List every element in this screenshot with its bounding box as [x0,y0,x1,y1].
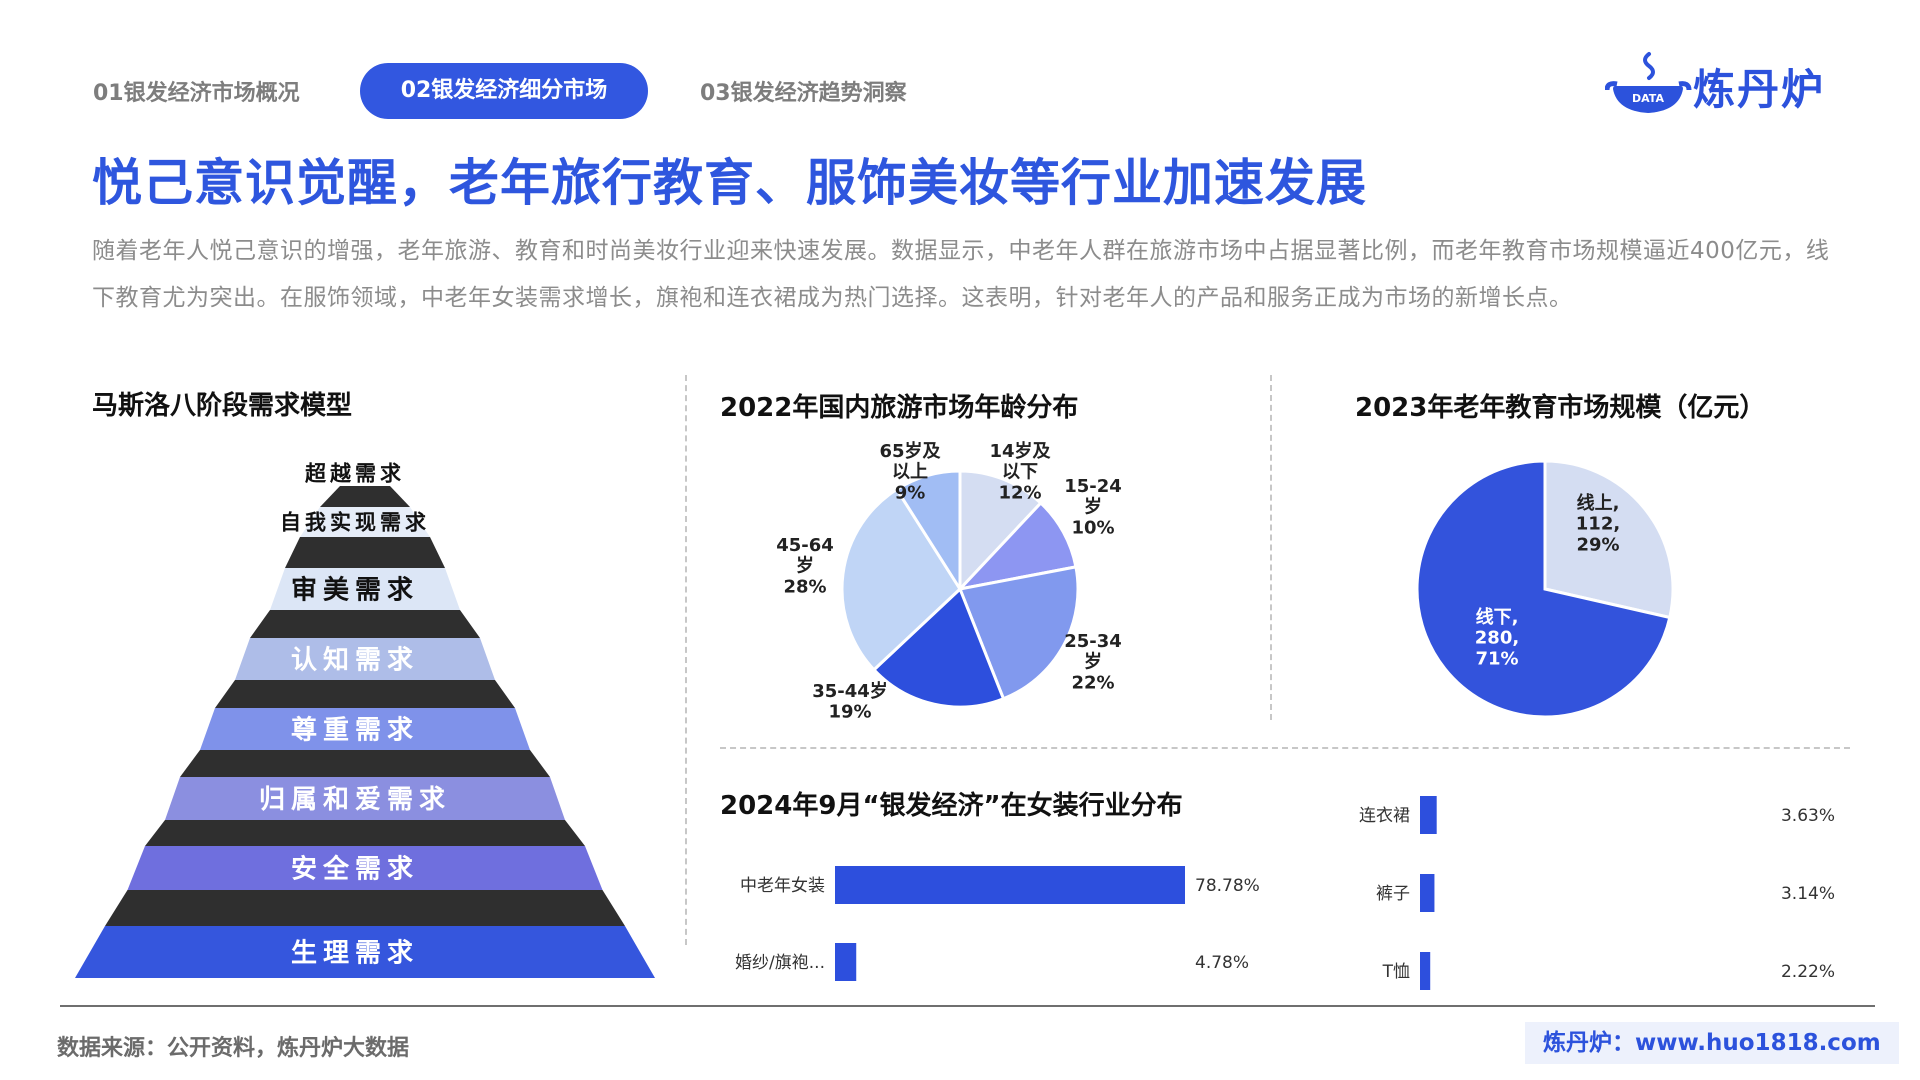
data-source: 数据来源：公开资料，炼丹炉大数据 [57,1036,410,1061]
pyramid-level-label: 尊重需求 [291,714,419,745]
pyramid-connector [180,750,550,777]
bar-value-label: 3.63% [1781,806,1835,826]
pyramid-level-label: 生理需求 [291,938,419,968]
pie-label: 岁 [1084,651,1102,673]
pyramid-level-label: 归属和爱需求 [259,785,451,815]
tab-trend-insight[interactable]: 03银发经济趋势洞察 [700,81,907,106]
pie-label: 线下, [1476,606,1519,628]
pie-label: 112, [1576,514,1620,535]
pyramid-level-label: 自我实现需求 [280,511,430,535]
pie-label: 71% [1475,648,1518,669]
pyramid-level [200,708,530,750]
pyramid-level [127,846,603,890]
pie-slice [1543,459,1675,620]
pie-label: 岁 [1084,496,1102,518]
pie-label: 45-64 [776,535,834,556]
pyramid-level-label: 审美需求 [291,574,419,605]
bar-category-label: 婚纱/旗袍... [735,953,825,973]
intro-paragraph: 随着老年人悦己意识的增强，老年旅游、教育和时尚美妆行业迎来快速发展。数据显示，中… [92,238,1830,311]
pyramid-level [165,777,565,820]
bar [835,866,1185,904]
bar-category-label: 中老年女装 [740,876,825,896]
tab-segment-market[interactable]: 02银发经济细分市场 [360,63,648,119]
svg-text:DATA: DATA [1632,92,1664,105]
pie-label: 以下 [1002,462,1038,483]
pie-label: 22% [1071,672,1114,693]
pie-label: 35-44岁 [812,680,888,702]
pyramid-level-label: 认知需求 [291,645,419,675]
pie-label: 19% [828,702,871,723]
cauldron-icon: DATA [1604,52,1692,113]
pyramid-connector [320,486,410,507]
divider [1270,375,1272,720]
brand-logo: DATA 炼丹炉 [1604,50,1845,120]
tab-market-overview[interactable]: 01银发经济市场概况 [93,81,300,106]
pyramid-level [340,460,390,486]
pyramid-level-label: 超越需求 [305,462,405,486]
pyramid-level [75,926,655,978]
bar-category-label: 连衣裙 [1359,806,1410,826]
pie-label: 9% [895,482,926,503]
pie-label: 280, [1475,628,1519,649]
pie-slice [840,487,962,672]
pie-label: 25-34 [1064,631,1122,652]
page-title: 悦己意识觉醒，老年旅行教育、服饰美妆等行业加速发展 [92,154,1367,212]
pie-label: 14岁及 [989,440,1051,462]
pie-label: 15-24 [1064,476,1122,497]
pie-label: 65岁及 [879,440,941,462]
apparel-chart-title: 2024年9月“银发经济”在女装行业分布 [720,791,1183,821]
pie-slice [957,565,1080,701]
website-link[interactable]: 炼丹炉：www.huo1818.com [1525,1022,1899,1064]
bar [1420,874,1435,912]
bar [835,943,857,981]
pie-label: 28% [783,576,826,597]
pyramid-level-label: 安全需求 [291,853,419,884]
bar-value-label: 4.78% [1195,953,1249,973]
pyramid-level [270,568,460,610]
pyramid-connector [250,610,480,638]
travel-chart-title: 2022年国内旅游市场年龄分布 [720,393,1079,423]
pyramid-connector [145,820,585,846]
pyramid-connector [105,890,625,926]
pyramid-level [235,638,495,680]
footer-divider [60,1005,1875,1007]
pyramid-level [300,507,430,537]
brand-name: 炼丹炉 [1693,65,1826,114]
pie-slice [1415,459,1672,719]
pie-label: 线上, [1577,492,1620,514]
pie-label: 岁 [796,555,814,577]
pie-slice [871,586,1006,709]
pie-slice [894,469,962,595]
education-chart-title: 2023年老年教育市场规模（亿元） [1355,393,1766,423]
divider [685,375,687,945]
pie-slice [958,469,1043,593]
pyramid-connector [285,537,445,568]
bar [1420,952,1431,990]
pie-label: 29% [1576,534,1619,555]
bar [1420,796,1437,834]
bar-value-label: 3.14% [1781,884,1835,904]
pie-label: 以上 [892,462,928,483]
bar-category-label: T恤 [1382,962,1410,982]
divider [720,747,1850,749]
pie-label: 12% [998,482,1041,503]
pyramid-title: 马斯洛八阶段需求模型 [92,391,353,421]
pyramid-connector [215,680,515,708]
education-market-pie: 线上,112,29% 线下,280,71% [1415,459,1675,719]
apparel-bar-chart: 中老年女装 78.78% 婚纱/旗袍... 4.78% 连衣裙 3.63% 裤子 3.14% T… [735,796,1835,990]
pie-label: 10% [1071,517,1114,538]
bar-value-label: 78.78% [1195,876,1260,896]
bar-value-label: 2.22% [1781,962,1835,982]
bar-category-label: 裤子 [1376,884,1410,904]
